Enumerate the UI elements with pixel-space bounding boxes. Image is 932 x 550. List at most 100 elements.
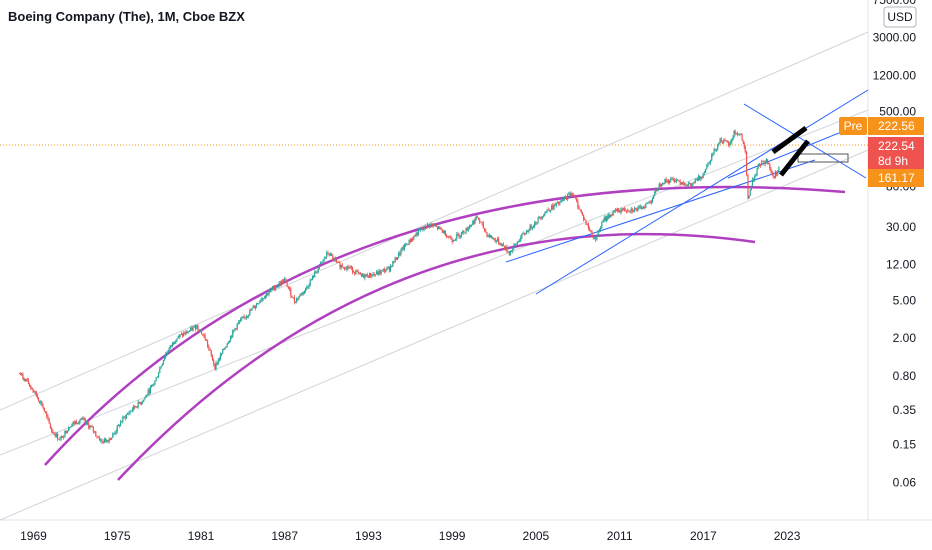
candle-body <box>296 298 298 303</box>
candle-body <box>678 180 680 182</box>
candle-body <box>585 219 587 224</box>
candle-body <box>339 262 341 268</box>
candle-body <box>721 142 724 144</box>
flag-upper-line <box>771 125 808 155</box>
candle-body <box>193 325 195 328</box>
candle-body <box>560 200 562 203</box>
pre-market-label: Pre <box>844 119 863 133</box>
currency-box[interactable] <box>883 6 917 28</box>
candle-body <box>643 206 645 209</box>
candle-body <box>663 182 665 184</box>
candle-body <box>382 269 385 271</box>
candle-body <box>415 233 417 236</box>
candle-body <box>354 271 356 274</box>
candle-body <box>333 258 335 260</box>
candle-body <box>355 271 357 274</box>
candle-body <box>439 226 441 228</box>
candle-body <box>180 333 183 335</box>
candle-body <box>673 178 675 183</box>
candle-body <box>227 342 229 344</box>
candle-body <box>276 286 278 288</box>
candle-body <box>198 329 200 332</box>
channel-upper-line <box>0 31 869 411</box>
candle-body <box>231 336 233 338</box>
candle-body <box>140 402 143 404</box>
candle-body <box>430 224 432 227</box>
candle-body <box>701 176 703 178</box>
candle-body <box>489 235 492 238</box>
candle-body <box>228 340 231 343</box>
candle-body <box>97 436 99 438</box>
candle-body <box>206 340 209 347</box>
candle-body <box>596 235 598 240</box>
candle-body <box>278 282 280 286</box>
candle-body <box>482 223 484 229</box>
candle-body <box>329 253 331 256</box>
candle-body <box>386 267 388 271</box>
candle-body <box>147 389 149 396</box>
candle-body <box>357 271 359 273</box>
candle-body <box>537 217 539 223</box>
candle-body <box>135 406 137 408</box>
candle-body <box>713 149 715 154</box>
candle-body <box>208 346 210 349</box>
candle-body <box>33 390 35 393</box>
candle-body <box>111 437 113 440</box>
candle-body <box>536 222 538 224</box>
candle-body <box>196 325 198 330</box>
time-tick-label: 1993 <box>355 529 382 543</box>
candle-body <box>620 209 622 213</box>
candle-body <box>106 440 108 442</box>
candle-body <box>226 343 228 347</box>
candle-body <box>639 206 641 208</box>
candle-body <box>234 328 236 330</box>
candle-body <box>116 425 118 432</box>
candle-body <box>216 362 218 364</box>
candle-body <box>438 226 440 230</box>
candle-body <box>466 227 468 231</box>
candle-body <box>409 239 411 242</box>
candle-body <box>662 182 664 185</box>
candle-body <box>315 271 317 273</box>
candle-body <box>102 441 104 444</box>
candle-body <box>307 287 309 289</box>
candle-body <box>747 174 749 199</box>
candle-body <box>393 261 395 263</box>
candle-body <box>534 222 536 227</box>
candle-body <box>406 244 408 246</box>
candle-body <box>248 314 250 317</box>
candle-body <box>631 208 633 212</box>
candle-body <box>245 316 247 318</box>
price-tick-label: 0.15 <box>893 438 917 452</box>
candle-body <box>308 285 310 288</box>
candle-body <box>368 272 371 278</box>
candle-body <box>121 421 123 423</box>
candle-body <box>683 182 685 185</box>
candle-body <box>711 154 713 161</box>
candle-body <box>108 438 110 442</box>
candle-body <box>351 266 354 273</box>
candle-body <box>692 182 694 185</box>
candle-body <box>165 354 167 357</box>
candle-body <box>523 233 525 235</box>
candle-body <box>252 306 254 309</box>
time-tick-label: 2005 <box>523 529 550 543</box>
candle-body <box>757 165 759 169</box>
candle-body <box>437 226 439 230</box>
candle-body <box>619 211 621 213</box>
candle-body <box>556 201 559 204</box>
candle-body <box>292 297 294 299</box>
candle-body <box>641 208 644 210</box>
candle-body <box>378 270 380 275</box>
candle-body <box>318 264 320 269</box>
candle-body <box>507 251 509 253</box>
candle-body <box>131 409 134 411</box>
candle-body <box>465 227 467 233</box>
candle-body <box>107 440 109 442</box>
candle-body <box>31 387 33 389</box>
price-badge <box>868 169 924 187</box>
candle-body <box>751 179 754 186</box>
candle-body <box>608 214 610 219</box>
candle-body <box>402 247 404 250</box>
